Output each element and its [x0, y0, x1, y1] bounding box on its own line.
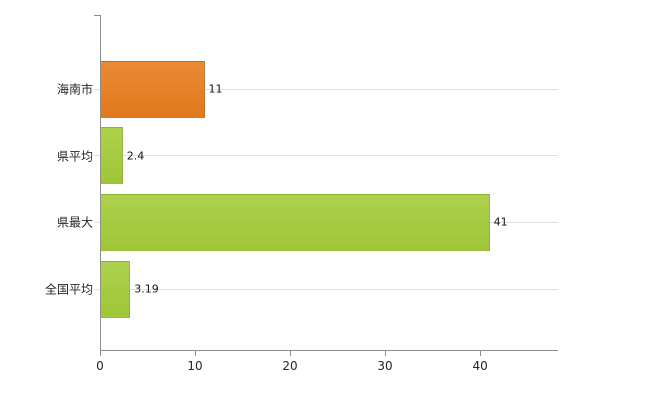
bar — [100, 60, 205, 118]
x-axis-tick — [195, 351, 197, 356]
x-axis-tick — [385, 351, 387, 356]
x-axis-tick-label: 0 — [96, 359, 104, 373]
bar-value-label: 2.4 — [126, 149, 145, 163]
category-label: 全国平均 — [44, 282, 93, 297]
gridline — [94, 155, 558, 157]
bar — [100, 127, 123, 185]
x-axis-tick — [290, 351, 292, 356]
x-axis-tick — [480, 351, 482, 356]
category-label: 県平均 — [56, 149, 93, 164]
gridline — [94, 88, 558, 90]
x-axis-line — [100, 350, 558, 351]
category-label: 県最大 — [56, 215, 93, 230]
x-axis-tick-label: 10 — [187, 359, 203, 373]
bar — [100, 260, 130, 318]
x-axis-tick-label: 30 — [377, 359, 393, 373]
y-axis-line — [100, 15, 101, 350]
x-axis-tick-label: 40 — [472, 359, 488, 373]
gridline — [94, 288, 558, 290]
x-axis-tick-label: 20 — [282, 359, 298, 373]
bar-value-label: 41 — [493, 215, 508, 229]
bar — [100, 193, 490, 251]
x-axis-tick — [100, 351, 101, 356]
category-label: 海南市 — [56, 82, 93, 97]
y-axis-top-tick — [94, 15, 100, 16]
bar-value-label: 3.19 — [134, 282, 159, 296]
bar-value-label: 11 — [208, 82, 223, 96]
